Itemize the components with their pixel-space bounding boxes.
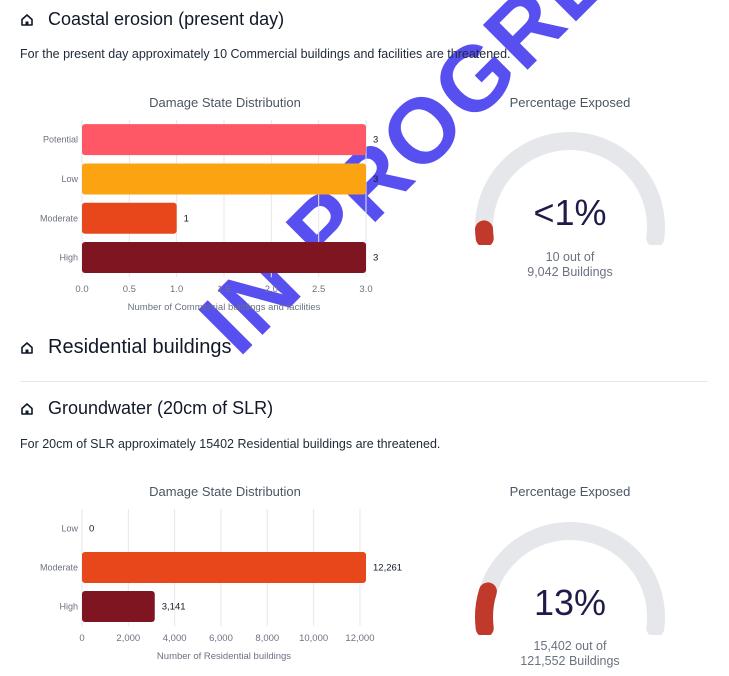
x-axis-label: Number of Residential buildings — [157, 651, 291, 662]
gauge-title: Percentage Exposed — [509, 484, 631, 499]
section-title-groundwater: Groundwater (20cm of SLR) — [20, 398, 273, 419]
x-tick-label: 0.5 — [123, 284, 136, 295]
category-label: High — [59, 602, 78, 612]
data-label: 3 — [373, 135, 378, 146]
x-tick-label: 8,000 — [255, 633, 279, 644]
x-tick-label: 0.0 — [75, 284, 88, 295]
x-tick-label: 4,000 — [163, 633, 187, 644]
category-label: Potential — [43, 135, 78, 145]
bar — [82, 124, 366, 156]
x-tick-label: 2,000 — [116, 633, 140, 644]
gauge-total: 121,552 Buildings — [520, 654, 620, 668]
data-label: 1 — [184, 213, 189, 224]
chart-title: Damage State Distribution — [149, 484, 301, 499]
home-icon — [21, 402, 33, 415]
x-tick-label: 2.0 — [265, 284, 278, 295]
gauge-value: <1% — [533, 192, 607, 233]
x-tick-label: 2.5 — [312, 284, 325, 295]
category-label: Moderate — [40, 563, 78, 573]
x-tick-label: 1.0 — [170, 284, 183, 295]
data-label: 3 — [373, 253, 378, 264]
gauge-count: 10 out of — [545, 250, 595, 264]
percentage-exposed-gauge — [475, 522, 665, 635]
x-tick-label: 3.0 — [359, 284, 372, 295]
gauge-track — [475, 132, 665, 245]
gauge-value: 13% — [533, 582, 607, 623]
damage-state-chart-commercial: 0.0 0.5 1.0 1.5 2.0 2.5 3.0 Potential 3 Low 3 Moder… — [40, 120, 378, 313]
data-label: 3,141 — [162, 602, 186, 613]
category-label: Low — [61, 524, 78, 534]
bar — [82, 552, 366, 583]
x-tick-label: 12,000 — [345, 633, 374, 644]
percentage-exposed-gauge — [475, 132, 665, 245]
gauge-count: 15,402 out of — [533, 639, 607, 653]
x-tick-label: 1.5 — [217, 284, 230, 295]
x-tick-label: 0 — [79, 633, 84, 644]
section-description: For 20cm of SLR approximately 15402 Resi… — [20, 437, 441, 451]
gauge-total: 9,042 Buildings — [527, 265, 613, 279]
data-label: 12,261 — [373, 563, 402, 574]
chart-title: Damage State Distribution — [149, 95, 301, 110]
gauge-title: Percentage Exposed — [509, 95, 631, 110]
bar — [82, 163, 366, 195]
residential-buildings-heading: Residential buildings — [20, 336, 231, 359]
x-tick-label: 10,000 — [299, 633, 328, 644]
section-title-text: Residential buildings — [48, 336, 232, 358]
damage-state-chart-residential: 0 2,000 4,000 6,000 8,000 10,000 12,000 Low 0 Mod… — [40, 509, 402, 662]
category-label: High — [59, 253, 78, 263]
gauge-fill — [475, 220, 494, 245]
bar — [82, 202, 177, 234]
section-title-text: Coastal erosion (present day) — [48, 9, 285, 29]
data-label: 0 — [89, 524, 94, 535]
home-icon — [21, 341, 33, 354]
bar — [82, 242, 366, 274]
bar — [82, 591, 155, 622]
section-title-text: Groundwater (20cm of SLR) — [48, 398, 274, 418]
category-label: Low — [61, 174, 78, 184]
section-divider — [20, 381, 708, 382]
section-title-coastal-erosion: Coastal erosion (present day) — [20, 9, 284, 30]
section-description: For the present day approximately 10 Com… — [20, 47, 511, 61]
home-icon — [21, 13, 33, 26]
x-axis-label: Number of Commercial buildings and facil… — [128, 302, 321, 313]
x-tick-label: 6,000 — [209, 633, 233, 644]
data-label: 3 — [373, 174, 378, 185]
category-label: Moderate — [40, 213, 78, 223]
gauge-fill — [475, 582, 497, 635]
